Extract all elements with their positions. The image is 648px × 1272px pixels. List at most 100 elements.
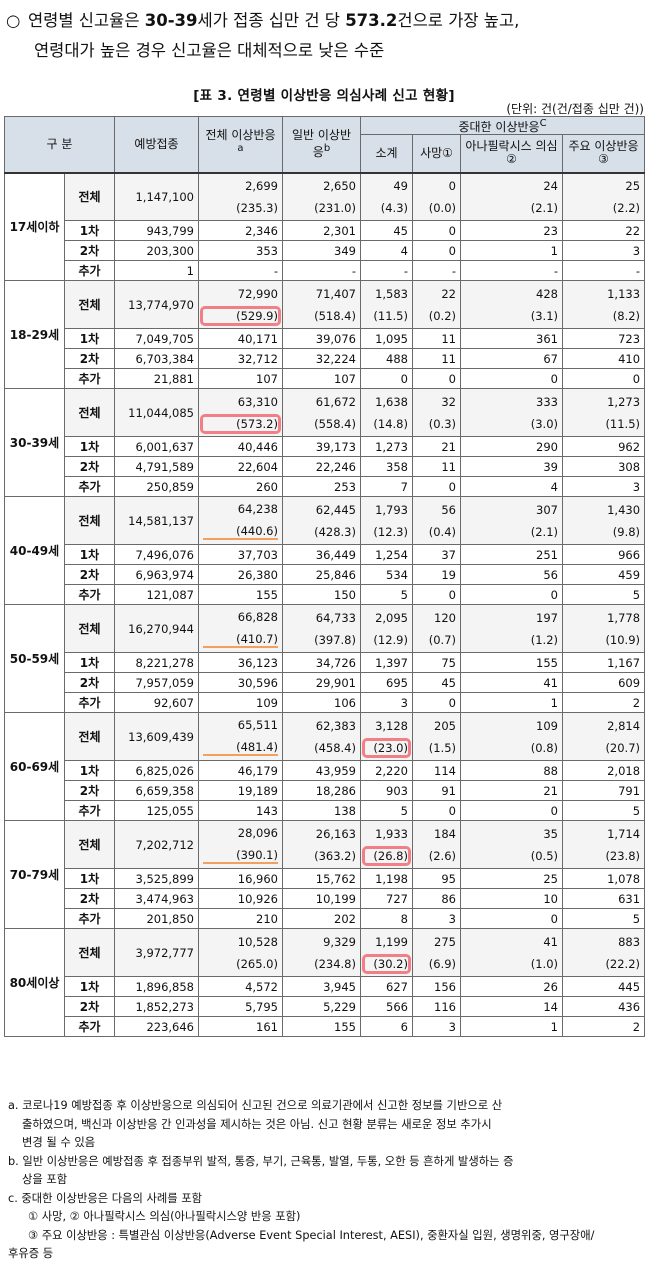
dose-label: 1차 <box>64 436 115 457</box>
general-ae-cell: 15,762 <box>282 868 361 889</box>
serious-subtotal-cell: 1,198 <box>360 868 413 889</box>
anaphylaxis-cell: 251 <box>460 544 563 565</box>
table-row: 50-59세 전체 16,270,944 66,828 (410.7) 64,733 (39… <box>4 604 646 713</box>
major-ae-cell: 5 <box>561 584 646 605</box>
vaccinations-cell: 13,774,970 <box>114 280 199 329</box>
total-ae-cell: 46,179 <box>198 760 283 781</box>
footnote-b: b. 일반 이상반응은 예방접종 후 접종부위 발적, 통증, 부기, 근육통,… <box>8 1154 514 1168</box>
footnote-c-item1: ① 사망, ② 아나필락시스 의심(아나필락시스양 반응 포함) <box>28 1210 301 1223</box>
dose-label: 전체 <box>64 820 115 869</box>
total-ae-cell: 10,528 (265.0) <box>198 928 283 977</box>
dose-label: 전체 <box>64 172 115 221</box>
general-ae-cell: 9,329 (234.8) <box>282 928 361 977</box>
death-cell: 0 <box>412 476 461 497</box>
total-ae-cell: 10,926 <box>198 888 283 909</box>
rate-value: (2.1) <box>530 524 558 539</box>
table-row: 30-39세 전체 11,044,085 63,310 (573.2) 61,672 (55… <box>4 388 646 497</box>
general-ae-cell: 39,076 <box>282 328 361 349</box>
dose-label: 1차 <box>64 652 115 673</box>
count-value: 307 <box>536 502 558 517</box>
anaphylaxis-cell: 14 <box>460 996 563 1017</box>
count-value: 2,814 <box>607 718 641 733</box>
dose-label: 2차 <box>64 456 115 477</box>
anaphylaxis-cell: 41 (1.0) <box>460 928 563 977</box>
anaphylaxis-cell: 290 <box>460 436 563 457</box>
dose-label: 전체 <box>64 604 115 653</box>
rate-value: (30.2) <box>362 953 411 974</box>
rate-value: (397.8) <box>314 632 356 647</box>
count-value: 1,714 <box>607 826 641 841</box>
death-cell: 11 <box>412 328 461 349</box>
serious-subtotal-cell: 1,273 <box>360 436 413 457</box>
general-ae-cell: 61,672 (558.4) <box>282 388 361 437</box>
anaphylaxis-cell: 361 <box>460 328 563 349</box>
death-cell: 3 <box>412 1016 461 1037</box>
total-ae-cell: 260 <box>198 476 283 497</box>
table-row: 40-49세 전체 14,581,137 64,238 (440.6) 62,445 (42… <box>4 496 646 605</box>
serious-subtotal-cell: 1,638 (14.8) <box>360 388 413 437</box>
vaccinations-cell: 223,646 <box>114 1016 199 1037</box>
count-value: 65,511 <box>237 717 278 732</box>
anaphylaxis-cell: 333 (3.0) <box>460 388 563 437</box>
anaphylaxis-cell: 307 (2.1) <box>460 496 563 545</box>
dose-label: 2차 <box>64 564 115 585</box>
rate-value: (0.8) <box>530 740 558 755</box>
total-ae-cell: 30,596 <box>198 672 283 693</box>
rate-value: (410.7) <box>203 632 278 648</box>
rate-value: (0.5) <box>530 848 558 863</box>
dose-label: 1차 <box>64 760 115 781</box>
dose-label: 추가 <box>64 368 115 389</box>
total-ae-cell: 161 <box>198 1016 283 1037</box>
anaphylaxis-cell: 67 <box>460 348 563 369</box>
total-ae-cell: 143 <box>198 800 283 821</box>
footnote-b-cont: 상을 포함 <box>22 1173 68 1186</box>
count-value: 184 <box>434 826 456 841</box>
total-ae-cell: 37,703 <box>198 544 283 565</box>
total-ae-cell: 32,712 <box>198 348 283 369</box>
rate-value: (26.8) <box>362 845 411 866</box>
rate-value: (0.4) <box>428 524 456 539</box>
vaccinations-cell: 3,474,963 <box>114 888 199 909</box>
table-row: 17세이하 전체 1,147,100 2,699 (235.3) 2,650 (231.0)… <box>4 172 646 281</box>
death-cell: 21 <box>412 436 461 457</box>
intro-text-part: 연령별 신고율은 <box>28 11 145 30</box>
intro-text-part: 건으로 가장 높고, <box>397 11 520 30</box>
dose-label: 전체 <box>64 388 115 437</box>
header-anaphylaxis: 아나필락시스 의심② <box>460 134 563 173</box>
count-value: 0 <box>448 178 456 193</box>
serious-subtotal-cell: 49 (4.3) <box>360 172 413 221</box>
rate-value: (0.0) <box>428 200 456 215</box>
serious-subtotal-cell: - <box>360 260 413 281</box>
anaphylaxis-cell: 39 <box>460 456 563 477</box>
table-row: 60-69세 전체 13,609,439 65,511 (481.4) 62,383 (45… <box>4 712 646 821</box>
anaphylaxis-cell: 0 <box>460 908 563 929</box>
general-ae-cell: 138 <box>282 800 361 821</box>
bullet-circle-icon: ○ <box>6 11 21 30</box>
table-row: 70-79세 전체 7,202,712 28,096 (390.1) 26,163 (363… <box>4 820 646 929</box>
rate-value: (4.3) <box>380 200 408 215</box>
count-value: 26,163 <box>315 826 356 841</box>
death-cell: 11 <box>412 456 461 477</box>
header-major-ae: 주요 이상반응③ <box>561 134 646 173</box>
count-value: 49 <box>393 178 408 193</box>
vaccinations-cell: 11,044,085 <box>114 388 199 437</box>
major-ae-cell: 436 <box>561 996 646 1017</box>
vaccinations-cell: 7,496,076 <box>114 544 199 565</box>
vaccinations-cell: 16,270,944 <box>114 604 199 653</box>
major-ae-cell: 1,133 (8.2) <box>561 280 646 329</box>
total-ae-cell: - <box>198 260 283 281</box>
anaphylaxis-cell: 88 <box>460 760 563 781</box>
table-row: 추가 250,859 260 253 7 0 4 3 <box>5 476 646 497</box>
serious-subtotal-cell: 3 <box>360 692 413 713</box>
general-ae-cell: 18,286 <box>282 780 361 801</box>
table-row: 추가 223,646 161 155 6 3 1 2 <box>5 1016 646 1037</box>
rate-value: (0.7) <box>428 632 456 647</box>
rate-value: (12.3) <box>373 524 408 539</box>
serious-subtotal-cell: 1,254 <box>360 544 413 565</box>
rate-value: (458.4) <box>314 740 356 755</box>
count-value: 1,133 <box>607 286 641 301</box>
count-value: 197 <box>536 610 558 625</box>
death-cell: 22 (0.2) <box>412 280 461 329</box>
general-ae-cell: 62,445 (428.3) <box>282 496 361 545</box>
total-ae-cell: 36,123 <box>198 652 283 673</box>
